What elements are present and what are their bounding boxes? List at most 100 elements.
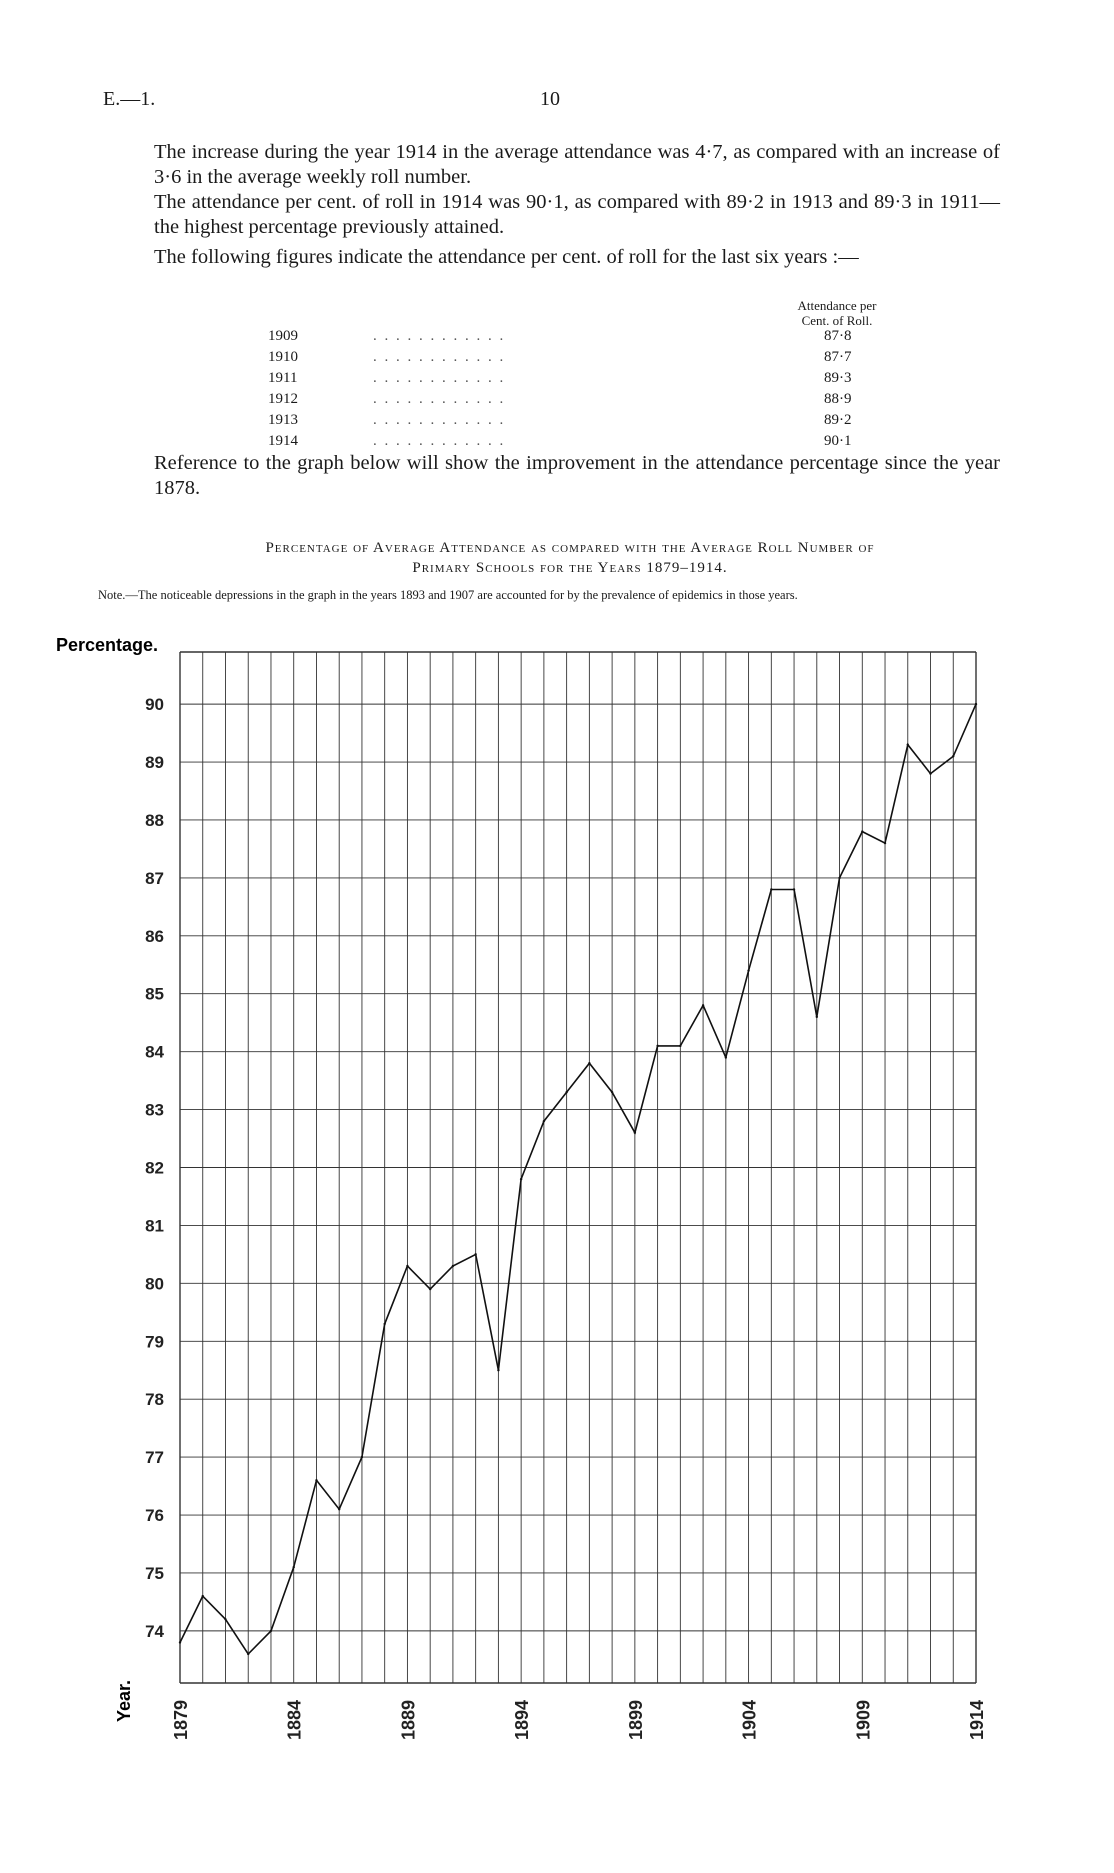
row-value: 89·2 [824,412,852,428]
table-column-header: Attendance per Cent. of Roll. [762,298,912,328]
data-point [315,1479,318,1482]
data-point [178,1641,182,1644]
y-axis-label: Percentage. [56,635,158,655]
data-point [838,876,841,880]
data-point [610,1091,614,1094]
data-point [201,1594,204,1598]
chart-note: Note.—The noticeable depressions in the … [98,588,798,602]
y-tick-label: 82 [145,1159,164,1178]
x-tick-label: 1904 [740,1700,760,1740]
y-tick-label: 77 [145,1448,164,1467]
x-tick-label: 1899 [626,1700,646,1740]
data-point [406,1264,409,1268]
data-point [701,1004,705,1007]
data-point [360,1455,364,1459]
row-year: 1913 [268,412,298,428]
row-value: 89·3 [824,370,852,386]
data-point [679,1044,682,1048]
paragraph-figures-intro: The following figures indicate the atten… [154,246,859,268]
data-point [815,1015,818,1019]
data-point [247,1652,250,1656]
row-leader-dots: . . . . . . . . . . . . [373,412,506,428]
data-point [474,1253,477,1256]
y-tick-label: 85 [145,985,164,1004]
chart-title-line2: Primary Schools for the Years 1879–1914. [412,560,728,576]
row-year: 1911 [268,370,298,386]
data-point [906,743,909,746]
data-point [747,969,750,972]
table-row: 1912 . . . . . . . . . . . . 88·9 [268,391,868,411]
row-value: 90·1 [824,433,852,449]
row-leader-dots: . . . . . . . . . . . . [373,349,506,365]
data-point [428,1287,432,1291]
x-tick-label: 1914 [967,1700,987,1740]
row-leader-dots: . . . . . . . . . . . . [373,328,506,344]
row-year: 1910 [268,349,298,365]
data-point [338,1508,341,1511]
row-leader-dots: . . . . . . . . . . . . [373,391,506,407]
paragraph-graph-reference: Reference to the graph below will show t… [154,452,1000,499]
row-leader-dots: . . . . . . . . . . . . [373,433,506,449]
y-tick-label: 86 [145,927,164,946]
y-tick-label: 83 [145,1101,164,1120]
y-tick-label: 80 [145,1274,164,1293]
data-point [519,1177,523,1181]
x-axis-ticks: 1879 1884 1889 1894 1899 1904 1909 1914 [171,1700,987,1740]
document-code: E.—1. [103,88,156,110]
chart-title-line1: Percentage of Average Attendance as comp… [265,540,875,556]
data-point [974,702,978,706]
series-points [178,702,978,1656]
data-point [224,1618,227,1621]
chart-grid [179,651,977,1684]
y-tick-label: 78 [145,1390,164,1409]
table-row: 1913 . . . . . . . . . . . . 89·2 [268,412,868,432]
data-point [497,1369,500,1372]
x-axis-label: Year. [114,1680,134,1722]
y-tick-label: 74 [145,1622,164,1641]
data-point [770,888,773,891]
data-point [656,1044,659,1048]
data-point [269,1629,273,1633]
data-point [883,841,887,845]
table-row: 1910 . . . . . . . . . . . . 87·7 [268,349,868,369]
table-row: 1914 . . . . . . . . . . . . 90·1 [268,433,868,453]
row-year: 1909 [268,328,298,344]
data-point [952,755,955,758]
row-year: 1912 [268,391,298,407]
page-number: 10 [540,88,560,110]
column-header-line2: Cent. of Roll. [801,313,873,328]
data-point [724,1056,728,1059]
x-tick-label: 1879 [171,1700,191,1740]
table-row: 1911 . . . . . . . . . . . . 89·3 [268,370,868,390]
data-point [292,1565,295,1569]
paragraph-attendance: The attendance per cent. of roll in 1914… [154,191,1000,238]
data-point [383,1322,386,1326]
data-point [565,1091,568,1094]
paragraph-increase-text: The increase during the year 1914 in the… [154,141,1000,188]
y-tick-label: 76 [145,1506,164,1525]
chart-title: Percentage of Average Attendance as comp… [120,538,1020,578]
row-leader-dots: . . . . . . . . . . . . [373,370,506,386]
x-tick-label: 1884 [285,1700,305,1740]
data-point [861,830,864,833]
series-line [179,703,977,1656]
paragraph-increase: The increase during the year 1914 in the… [154,140,1000,190]
y-tick-label: 79 [145,1332,164,1351]
data-point [792,888,796,891]
x-tick-label: 1889 [398,1700,418,1740]
y-tick-label: 87 [145,869,164,888]
column-header-line1: Attendance per [797,298,877,313]
row-value: 87·8 [824,328,852,344]
y-tick-label: 89 [145,753,164,772]
data-point [542,1119,546,1123]
table-row: 1909 . . . . . . . . . . . . 87·8 [268,328,868,348]
y-tick-label: 81 [145,1216,164,1235]
row-value: 87·7 [824,349,852,365]
data-point [929,772,932,775]
row-value: 88·9 [824,391,852,407]
row-year: 1914 [268,433,298,449]
y-axis-ticks: 74 75 76 77 78 79 80 81 82 83 84 85 86 87 88 89 90 [145,695,164,1641]
x-tick-label: 1894 [512,1700,532,1740]
y-tick-label: 88 [145,811,164,830]
